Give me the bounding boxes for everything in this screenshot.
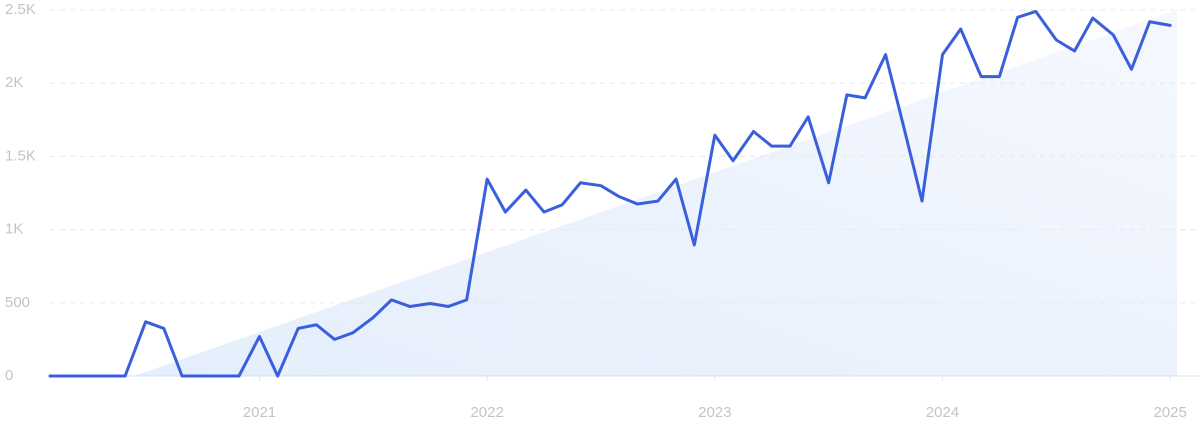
y-tick-label: 2.5K [5,1,36,18]
y-tick-label: 2K [5,74,23,91]
line-series [48,9,1172,378]
y-tick-label: 1K [5,221,23,238]
x-tick-label: 2025 [1153,404,1186,421]
x-tick-label: 2022 [470,404,503,421]
label-bg [0,293,36,311]
y-tick-label: 1.5K [5,147,36,164]
label-bg [0,0,41,18]
y-tick-label: 0 [5,367,13,384]
x-tick-label: 2023 [698,404,731,421]
trend-area [134,10,1178,376]
label-bg [0,220,29,238]
x-tick-label: 2024 [926,404,959,421]
label-bg [0,74,29,92]
y-tick-label: 500 [5,294,30,311]
label-bg [0,147,41,165]
x-tick-label: 2021 [243,404,276,421]
label-bg [0,366,19,384]
